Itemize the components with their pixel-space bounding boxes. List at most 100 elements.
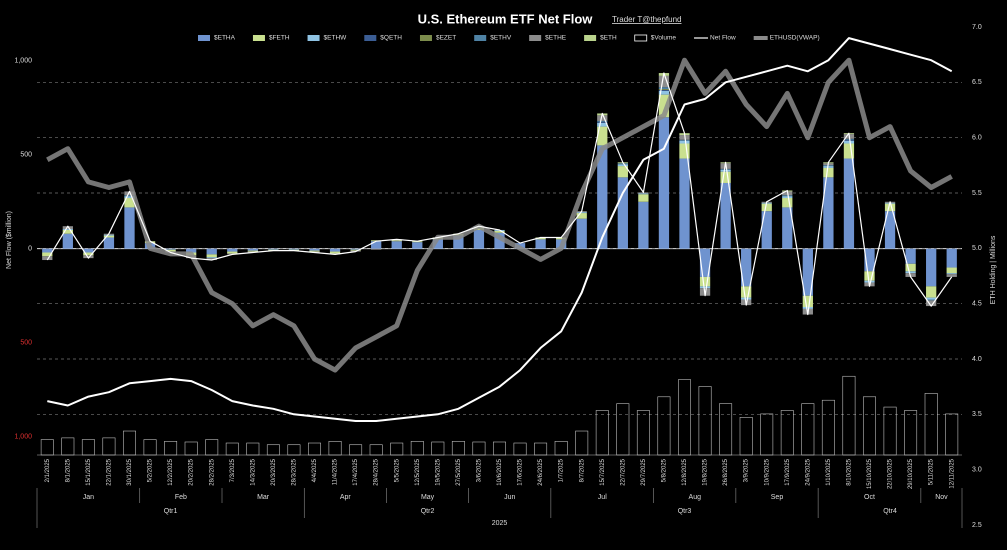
- flow-bar: [638, 201, 649, 249]
- flow-bar: [535, 237, 546, 240]
- flow-bar: [926, 299, 937, 301]
- flow-bar: [597, 126, 608, 146]
- month-label: May: [421, 494, 435, 501]
- flow-bar: [350, 249, 361, 251]
- flow-bar: [206, 257, 217, 259]
- flow-bar: [761, 211, 772, 249]
- flow-bar: [658, 117, 670, 249]
- quarter-label: Qtr1: [164, 508, 178, 515]
- flow-bar: [843, 143, 855, 159]
- legend-item: $FETH: [252, 35, 290, 42]
- legend-label: Net Flow: [710, 35, 736, 42]
- flow-bar: [329, 251, 341, 254]
- flow-bar: [720, 182, 731, 249]
- flow-bar: [782, 195, 793, 197]
- flow-bar: [453, 235, 464, 249]
- flow-bar: [782, 207, 793, 249]
- x-tick-label: 28/4/2025: [374, 458, 380, 485]
- y2-tick-label: 3.5: [972, 411, 982, 418]
- flow-bar: [206, 248, 217, 255]
- flow-bar: [843, 140, 855, 144]
- x-tick-label: 12/11/2025: [949, 458, 955, 488]
- x-tick-label: 20/2/2025: [189, 458, 195, 485]
- flow-bar: [42, 252, 53, 257]
- flow-bar: [802, 307, 813, 309]
- year-label: 2025: [492, 520, 508, 527]
- flow-bar: [679, 139, 690, 141]
- legend-item: $Volume: [634, 34, 677, 42]
- x-tick-label: 7/3/2025: [230, 458, 236, 482]
- flow-bar: [309, 250, 320, 252]
- flow-bar: [206, 254, 217, 258]
- x-tick-label: 29/10/2025: [908, 458, 914, 489]
- legend-swatch: [307, 35, 320, 41]
- flow-bar: [823, 166, 834, 168]
- x-tick-label: 8/7/2025: [579, 458, 585, 482]
- flow-bar: [597, 120, 608, 122]
- x-tick-label: 24/9/2025: [805, 458, 811, 485]
- flow-bar: [329, 248, 341, 252]
- x-tick-label: 12/5/2025: [415, 458, 421, 485]
- net-flow-line: [46, 72, 953, 316]
- y-tick-label: 500: [20, 340, 32, 347]
- quarter-label: Qtr2: [421, 508, 435, 515]
- flow-bar: [617, 163, 628, 165]
- x-tick-label: 17/9/2025: [785, 458, 791, 485]
- flow-bar: [658, 89, 670, 90]
- flow-bar: [926, 248, 937, 287]
- flow-bar: [617, 166, 628, 178]
- legend-label: $ETH: [600, 35, 617, 42]
- flow-bar: [62, 229, 73, 230]
- flow-bar: [42, 256, 53, 261]
- x-tick-label: 3/9/2025: [744, 458, 750, 482]
- holdings-line: [47, 37, 953, 422]
- x-tick-label: 17/4/2025: [353, 458, 359, 485]
- flow-bar: [62, 233, 73, 249]
- month-label: Jul: [598, 494, 607, 501]
- flow-bar: [309, 248, 320, 251]
- flow-bar: [103, 235, 115, 238]
- flow-bar: [741, 286, 752, 298]
- flow-bar: [597, 121, 608, 123]
- y-axis-label: Net Flow ($million): [6, 211, 13, 269]
- x-tick-label: 5/2/2025: [148, 458, 154, 482]
- x-tick-label: 22/10/2025: [888, 458, 894, 489]
- flow-bar: [391, 241, 402, 249]
- flow-bar: [741, 248, 752, 287]
- x-tick-label: 22/1/2025: [107, 458, 113, 485]
- flow-bar: [946, 273, 957, 275]
- month-label: Feb: [175, 494, 187, 501]
- flow-bar: [350, 248, 361, 250]
- flow-bar: [62, 226, 73, 230]
- flow-bar: [412, 242, 423, 249]
- flow-bar: [288, 248, 300, 250]
- legend-label: $ETHE: [545, 35, 567, 42]
- legend-item: ETHUSD(VWAP): [753, 35, 820, 42]
- chart-subtitle: Trader T@thepfund: [612, 15, 682, 24]
- x-tick-label: 14/3/2025: [250, 458, 256, 485]
- flow-bar: [83, 255, 94, 259]
- flow-bar: [103, 234, 115, 236]
- y2-tick-label: 3.0: [972, 467, 982, 474]
- legend-label: $Volume: [651, 35, 677, 42]
- flow-bar: [699, 286, 711, 289]
- flow-bar: [946, 267, 957, 274]
- x-tick-label: 15/7/2025: [600, 458, 606, 485]
- flow-bar: [864, 248, 875, 272]
- flow-bar: [576, 213, 587, 219]
- legend-label: $ETHA: [214, 35, 236, 42]
- flow-bar: [268, 248, 279, 250]
- flow-bar: [658, 89, 670, 91]
- x-tick-label: 12/2/2025: [168, 458, 174, 485]
- legend-label: $QETH: [380, 35, 402, 42]
- flow-bar: [638, 194, 649, 202]
- flow-bar: [576, 212, 587, 214]
- x-tick-label: 24/6/2025: [538, 458, 544, 485]
- flow-bar: [926, 286, 937, 298]
- flow-bar: [699, 276, 711, 287]
- quarter-label: Qtr4: [883, 508, 897, 515]
- flow-bar: [884, 211, 896, 249]
- legend-swatch: [364, 35, 377, 41]
- flow-bar: [576, 218, 587, 249]
- x-tick-label: 28/2/2025: [209, 458, 215, 485]
